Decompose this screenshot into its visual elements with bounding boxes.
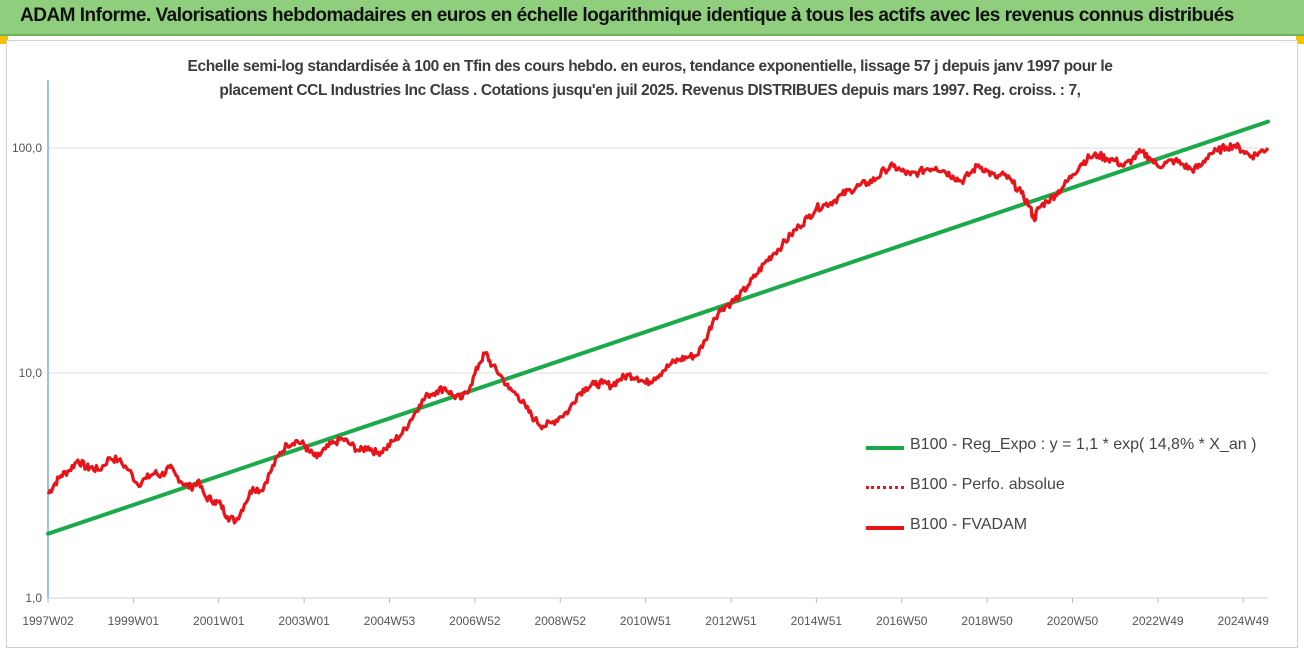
x-tick-label-1: 1999W01 bbox=[108, 614, 160, 628]
legend-swatch-regression bbox=[866, 446, 904, 450]
y-tick-label-0: 1,0 bbox=[25, 591, 42, 605]
x-tick-label-8: 2012W51 bbox=[705, 614, 757, 628]
corner-marker-left bbox=[0, 36, 8, 44]
x-tick-label-3: 2003W01 bbox=[278, 614, 330, 628]
legend-item-perfo: B100 - Perfo. absolue bbox=[866, 474, 1286, 514]
header-bar: ADAM Informe. Valorisations hebdomadaire… bbox=[0, 0, 1304, 36]
x-tick-label-7: 2010W51 bbox=[620, 614, 672, 628]
x-tick-label-12: 2020W50 bbox=[1047, 614, 1099, 628]
x-tick-label-0: 1997W02 bbox=[22, 614, 74, 628]
chart-title-line-2: placement CCL Industries Inc Class . Cot… bbox=[219, 82, 1081, 99]
y-tick-label-1: 10,0 bbox=[19, 366, 43, 380]
x-tick-label-6: 2008W52 bbox=[535, 614, 587, 628]
x-tick-label-9: 2014W51 bbox=[791, 614, 843, 628]
series-fvadam-line bbox=[46, 141, 1270, 525]
x-tick-label-14: 2024W49 bbox=[1218, 614, 1270, 628]
x-tick-label-2: 2001W01 bbox=[193, 614, 245, 628]
page-title: ADAM Informe. Valorisations hebdomadaire… bbox=[20, 5, 1234, 26]
series-regression-line bbox=[46, 119, 1270, 536]
chart-area bbox=[6, 40, 1298, 648]
legend-swatch-perfo bbox=[866, 486, 904, 489]
legend-swatch-fvadam bbox=[866, 526, 904, 530]
legend-label-perfo: B100 - Perfo. absolue bbox=[910, 476, 1065, 493]
x-tick-label-13: 2022W49 bbox=[1132, 614, 1184, 628]
legend-label-fvadam: B100 - FVADAM bbox=[910, 516, 1028, 533]
chart-title-line-1: Echelle semi-log standardisée à 100 en T… bbox=[187, 58, 1113, 75]
x-tick-label-11: 2018W50 bbox=[961, 614, 1013, 628]
legend-item-regression: B100 - Reg_Expo : y = 1,1 * exp( 14,8% *… bbox=[866, 434, 1286, 474]
x-tick-label-5: 2006W52 bbox=[449, 614, 501, 628]
chart-legend: B100 - Reg_Expo : y = 1,1 * exp( 14,8% *… bbox=[866, 434, 1286, 554]
corner-marker-right bbox=[1296, 36, 1304, 44]
y-tick-label-2: 100,0 bbox=[12, 141, 42, 155]
legend-item-fvadam: B100 - FVADAM bbox=[866, 514, 1286, 554]
x-tick-label-10: 2016W50 bbox=[876, 614, 928, 628]
legend-label-regression: B100 - Reg_Expo : y = 1,1 * exp( 14,8% *… bbox=[910, 436, 1257, 453]
x-tick-label-4: 2004W53 bbox=[364, 614, 416, 628]
